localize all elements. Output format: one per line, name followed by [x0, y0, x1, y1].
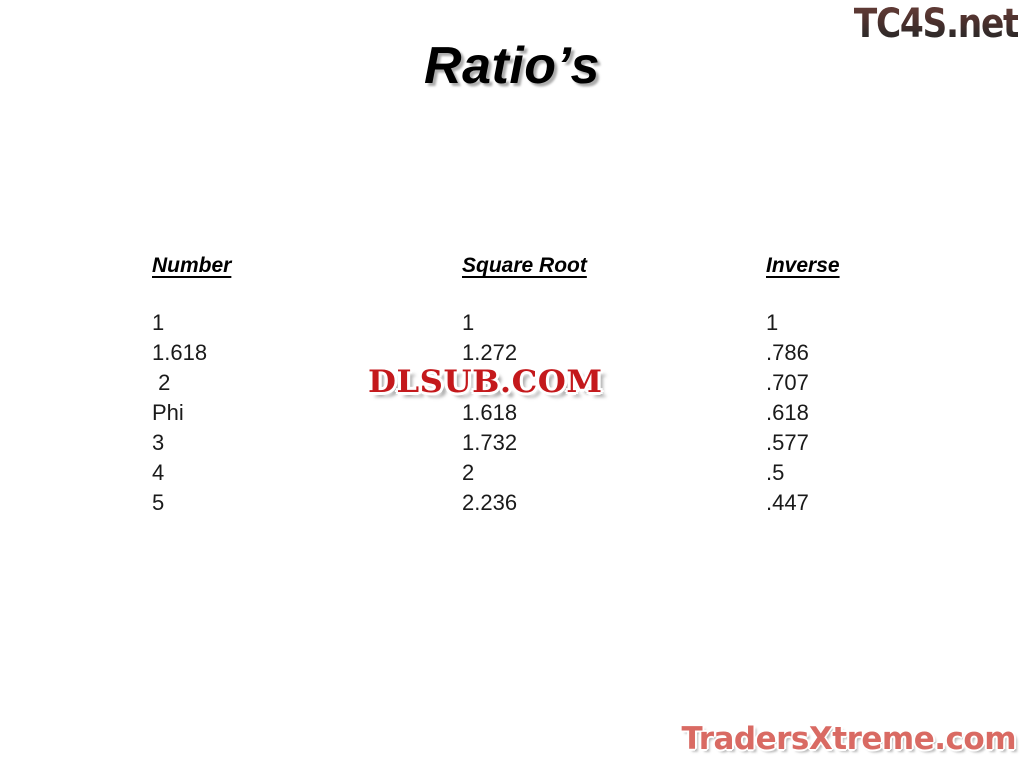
column-header-number: Number	[152, 254, 232, 277]
cell-inverse: .447	[766, 490, 809, 515]
cell-square-root: 2	[462, 460, 475, 485]
tc4s-logo: TC4S.net	[853, 1, 1020, 47]
cell-number: 2	[152, 370, 171, 395]
cell-number: 1.618	[152, 340, 208, 365]
table-row: 5 2.236 .447	[152, 488, 912, 518]
cell-square-root: 1.272	[462, 340, 518, 365]
column-header-square-root: Square Root	[462, 254, 587, 277]
ratio-table: Number Square Root Inverse 1 1 1 1.618 1…	[152, 252, 912, 518]
cell-square-root: 1.618	[462, 400, 518, 425]
table-row: 1 1 1	[152, 308, 912, 338]
cell-number: 3	[152, 430, 165, 455]
cell-inverse: .786	[766, 340, 809, 365]
cell-number: 5	[152, 490, 165, 515]
dlsub-watermark: DLSUB.COM	[368, 364, 603, 400]
cell-inverse: .618	[766, 400, 809, 425]
table-row: 1.618 1.272 .786	[152, 338, 912, 368]
cell-inverse: .5	[766, 460, 785, 485]
cell-inverse: .577	[766, 430, 809, 455]
cell-square-root: 1.732	[462, 430, 518, 455]
tradersxtreme-logo: TradersXtreme.com	[681, 721, 1016, 757]
table-row: 3 1.732 .577	[152, 428, 912, 458]
page-title: Ratio’s	[424, 37, 600, 95]
cell-number: Phi	[152, 400, 184, 425]
cell-inverse: 1	[766, 310, 779, 335]
table-row: 2 .707	[152, 368, 912, 398]
table-header-row: Number Square Root Inverse	[152, 252, 912, 280]
cell-square-root: 1	[462, 310, 475, 335]
table-row: Phi 1.618 .618	[152, 398, 912, 428]
table-row: 4 2 .5	[152, 458, 912, 488]
column-header-inverse: Inverse	[766, 254, 840, 277]
cell-number: 1	[152, 310, 165, 335]
cell-number: 4	[152, 460, 165, 485]
cell-inverse: .707	[766, 370, 809, 395]
cell-square-root: 2.236	[462, 490, 518, 515]
